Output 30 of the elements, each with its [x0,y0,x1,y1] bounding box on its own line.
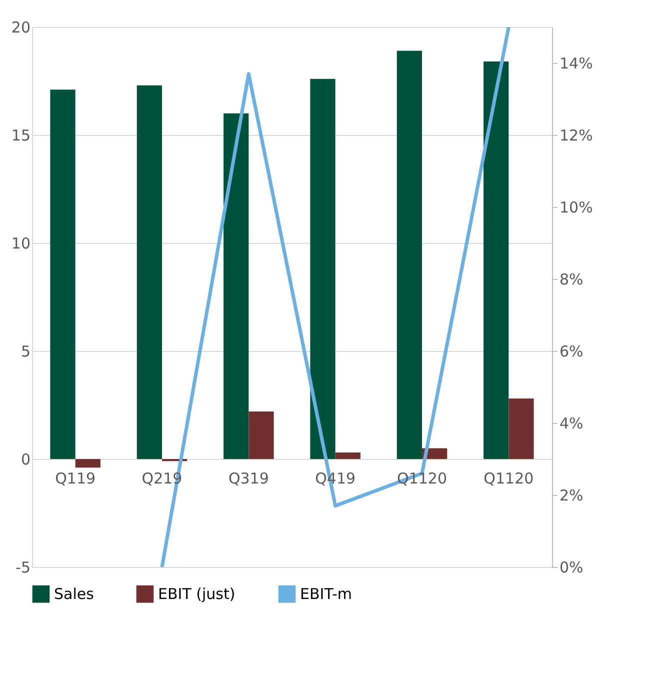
y2-tick-label: 12% [560,126,593,144]
y-tick-label: 0 [20,450,30,468]
bar [396,50,422,459]
y2-tick-label: 8% [560,270,584,288]
bar [224,113,249,459]
y2-tick-label: 14% [560,54,593,72]
y-tick-label: 5 [20,342,30,360]
bar [248,411,274,459]
x-tick-label: Q1120 [484,470,534,488]
bar [335,452,360,459]
y-tick-label: -5 [16,558,30,576]
y-tick-label: 10 [11,234,30,252]
y2-tick-label: 10% [560,198,593,216]
x-tick-label: Q319 [228,470,269,488]
x-tick-label: Q119 [55,470,96,488]
legend-label: EBIT (just) [158,585,236,604]
legend-label: EBIT-m [300,585,352,604]
bar [310,78,336,459]
bar [484,62,509,459]
bar [136,85,162,459]
legend-label: Sales [54,585,94,604]
y2-tick-label: 6% [560,342,584,360]
bar [75,459,100,468]
y2-tick-label: 4% [560,414,584,432]
y-tick-label: 20 [11,18,30,36]
y-tick-label: 15 [11,126,30,144]
y2-tick-label: 2% [560,486,584,504]
bar [50,90,76,459]
bar [508,398,534,459]
y2-tick-label: 0% [560,558,584,576]
